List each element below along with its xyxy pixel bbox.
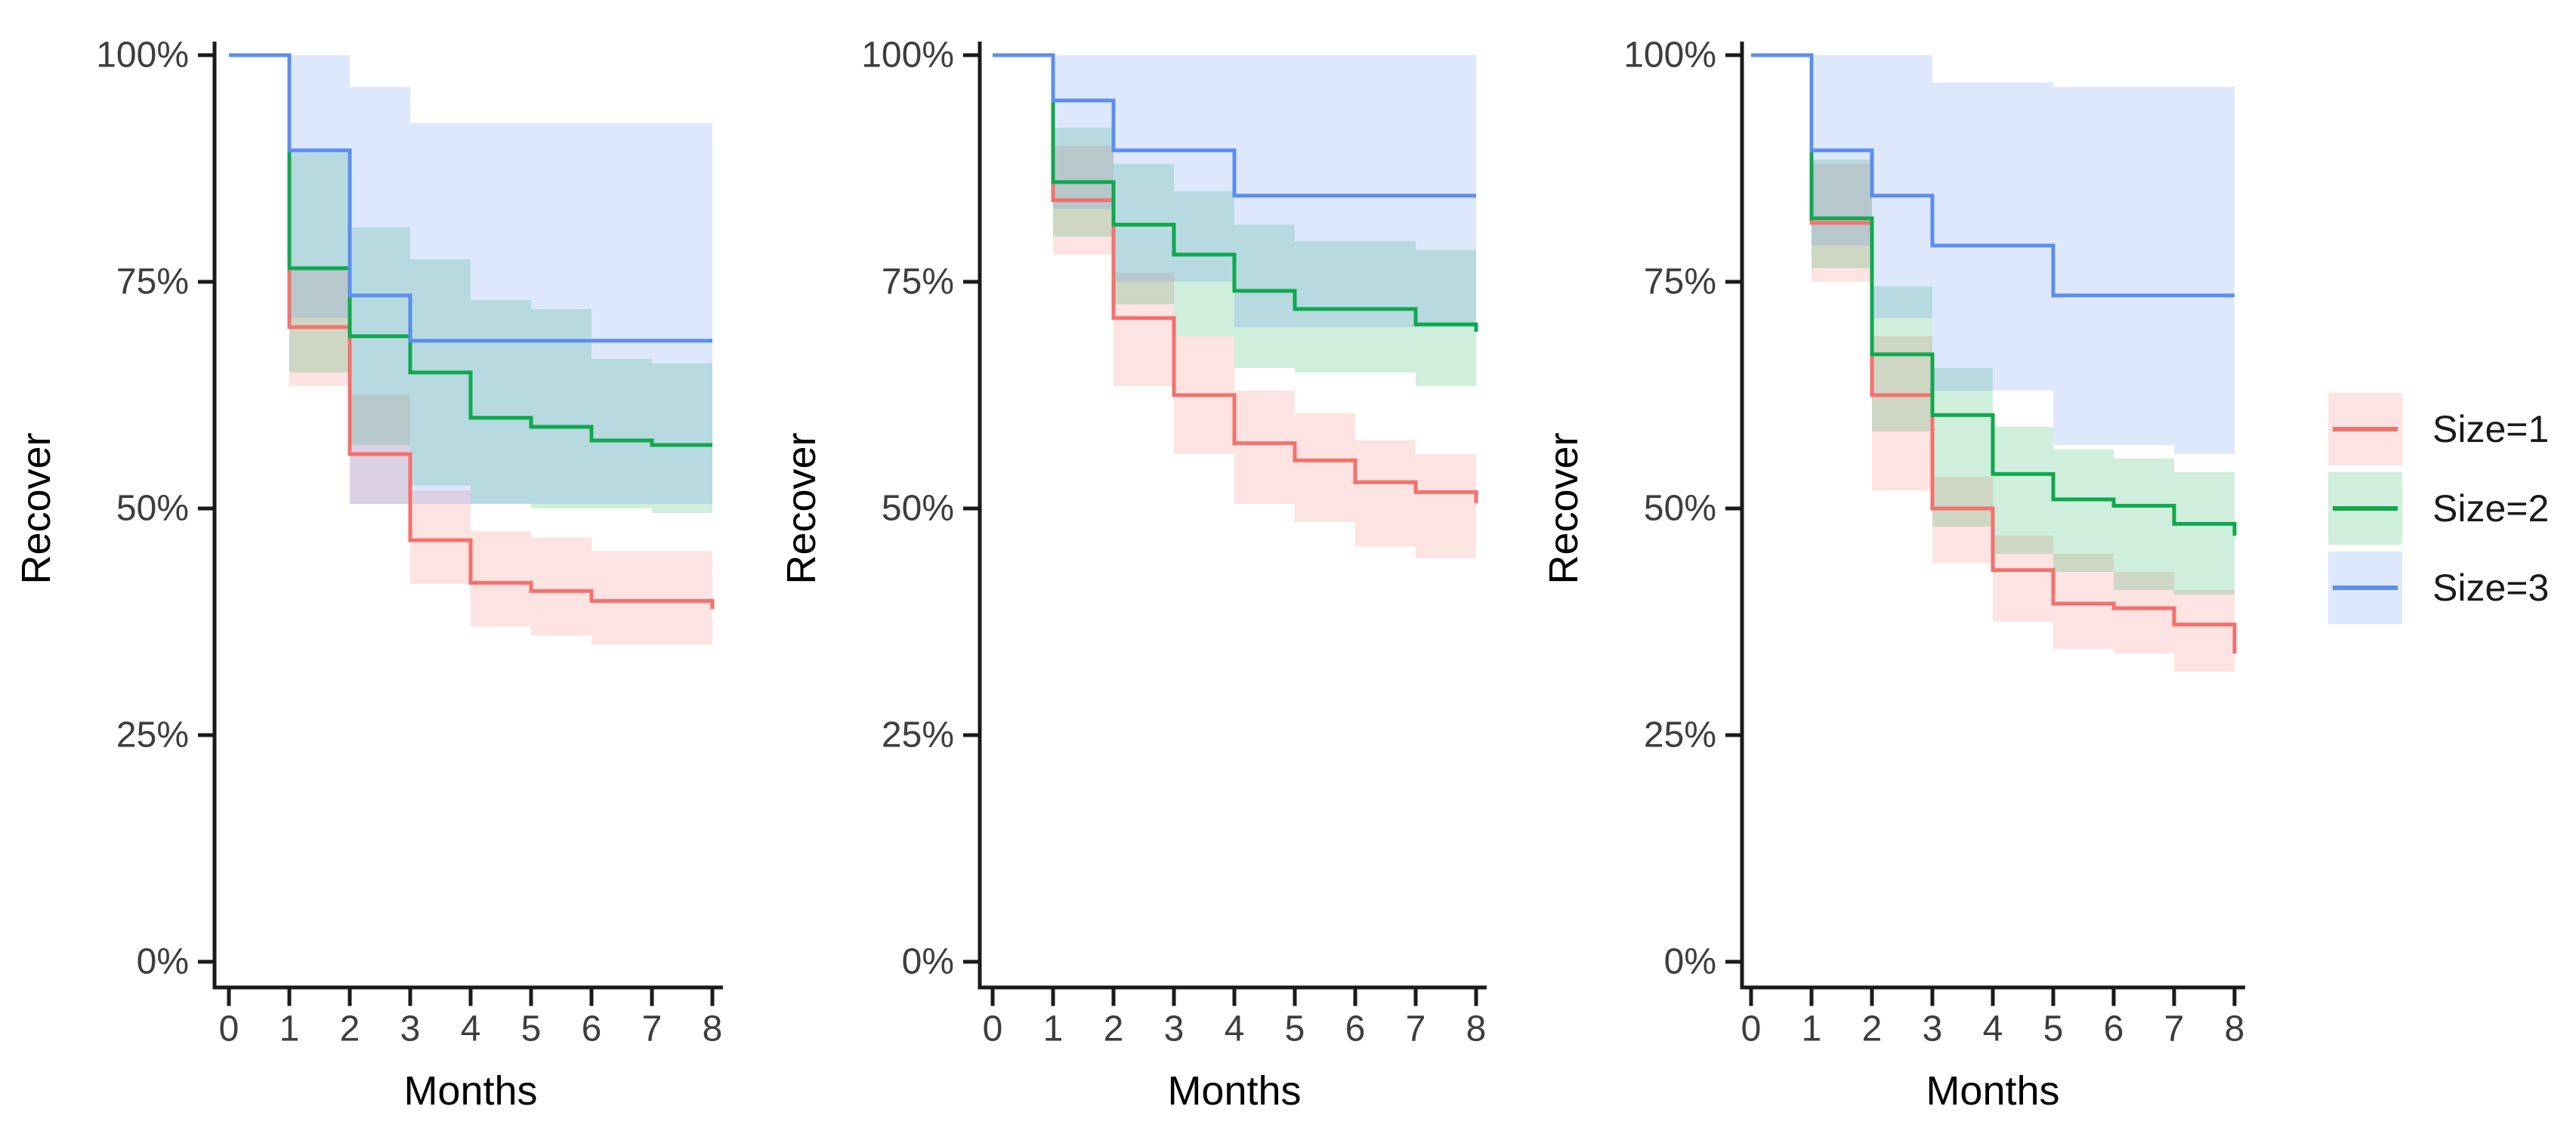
x-tick-label: 7 xyxy=(641,1009,663,1049)
confidence-band-size1-panel-1 xyxy=(229,55,712,654)
x-tick-label: 5 xyxy=(2043,1009,2064,1049)
y-tick-label: 75% xyxy=(1643,261,1716,302)
survival-curve-size2-panel-2 xyxy=(993,53,1478,332)
y-tick-label: 0% xyxy=(136,941,189,982)
y-tick-label: 50% xyxy=(881,488,954,529)
legend-label: Size=3 xyxy=(2432,567,2550,609)
x-tick-label: 5 xyxy=(1284,1009,1305,1049)
x-tick-label: 7 xyxy=(2164,1009,2185,1049)
x-tick-label: 2 xyxy=(339,1009,360,1049)
y-tick-label: 100% xyxy=(1623,35,1716,76)
legend-label: Size=1 xyxy=(2432,408,2550,450)
confidence-band-size3-panel-1 xyxy=(229,55,712,504)
survival-curve-size3-panel-1 xyxy=(229,53,712,343)
x-tick-label: 8 xyxy=(2224,1009,2245,1049)
x-tick-label: 4 xyxy=(1224,1009,1245,1049)
x-tick-label: 3 xyxy=(400,1009,421,1049)
x-tick-label: 6 xyxy=(581,1009,602,1049)
x-tick-label: 6 xyxy=(2103,1009,2124,1049)
x-tick-label: 0 xyxy=(218,1009,239,1049)
x-tick-label: 4 xyxy=(460,1009,481,1049)
y-tick-label: 100% xyxy=(861,35,954,76)
legend-item-size2: Size=2 xyxy=(2328,472,2570,545)
x-tick-label: 0 xyxy=(1740,1009,1762,1049)
legend-swatch-icon xyxy=(2328,393,2402,465)
y-tick-label: 0% xyxy=(901,941,954,982)
legend-item-size3: Size=3 xyxy=(2328,552,2570,624)
y-axis-title: Recover xyxy=(779,432,824,585)
legend-swatch-icon xyxy=(2328,472,2402,545)
y-tick-label: 25% xyxy=(116,715,189,756)
x-tick-label: 4 xyxy=(1982,1009,2003,1049)
x-tick-label: 2 xyxy=(1103,1009,1124,1049)
legend-line-icon xyxy=(2333,427,2398,431)
x-tick-label: 5 xyxy=(520,1009,542,1049)
y-tick-label: 75% xyxy=(116,261,189,302)
y-tick-label: 25% xyxy=(1643,715,1716,756)
x-tick-label: 1 xyxy=(1042,1009,1064,1049)
x-tick-label: 3 xyxy=(1922,1009,1943,1049)
x-tick-label: 8 xyxy=(1466,1009,1487,1049)
y-tick-label: 75% xyxy=(881,261,954,302)
y-axis-title: Recover xyxy=(14,432,59,585)
legend-swatch-icon xyxy=(2328,552,2402,624)
x-tick-label: 1 xyxy=(1801,1009,1822,1049)
y-tick-label: 100% xyxy=(96,35,189,76)
legend-item-size1: Size=1 xyxy=(2328,393,2570,465)
y-tick-label: 50% xyxy=(116,488,189,529)
legend-line-icon xyxy=(2333,506,2398,511)
survival-curve-size2-panel-1 xyxy=(229,53,712,447)
legend-label: Size=2 xyxy=(2432,487,2550,530)
survival-curve-size1-panel-2 xyxy=(993,53,1478,503)
y-axis-title: Recover xyxy=(1541,432,1586,585)
survival-curve-size3-panel-3 xyxy=(1751,53,2235,298)
x-tick-label: 2 xyxy=(1861,1009,1883,1049)
x-tick-label: 6 xyxy=(1345,1009,1366,1049)
confidence-band-size1-panel-3 xyxy=(1751,55,2235,676)
survival-curve-size2-panel-3 xyxy=(1751,53,2237,536)
x-axis-title: Months xyxy=(403,1068,538,1114)
y-tick-label: 0% xyxy=(1663,941,1716,982)
x-axis-title: Months xyxy=(1167,1068,1302,1114)
y-tick-label: 25% xyxy=(881,715,954,756)
x-tick-label: 3 xyxy=(1163,1009,1185,1049)
legend-line-icon xyxy=(2333,586,2398,590)
x-tick-label: 8 xyxy=(702,1009,723,1049)
legend: Size=1 Size=2 Size=3 xyxy=(2328,393,2570,631)
y-tick-label: 50% xyxy=(1643,488,1716,529)
survival-curve-size1-panel-1 xyxy=(229,53,715,610)
x-tick-label: 1 xyxy=(279,1009,300,1049)
x-axis-title: Months xyxy=(1926,1068,2060,1114)
x-tick-label: 7 xyxy=(1405,1009,1426,1049)
survival-curve-size1-panel-3 xyxy=(1751,53,2237,654)
x-tick-label: 0 xyxy=(982,1009,1003,1049)
survival-curve-size3-panel-2 xyxy=(993,53,1476,198)
